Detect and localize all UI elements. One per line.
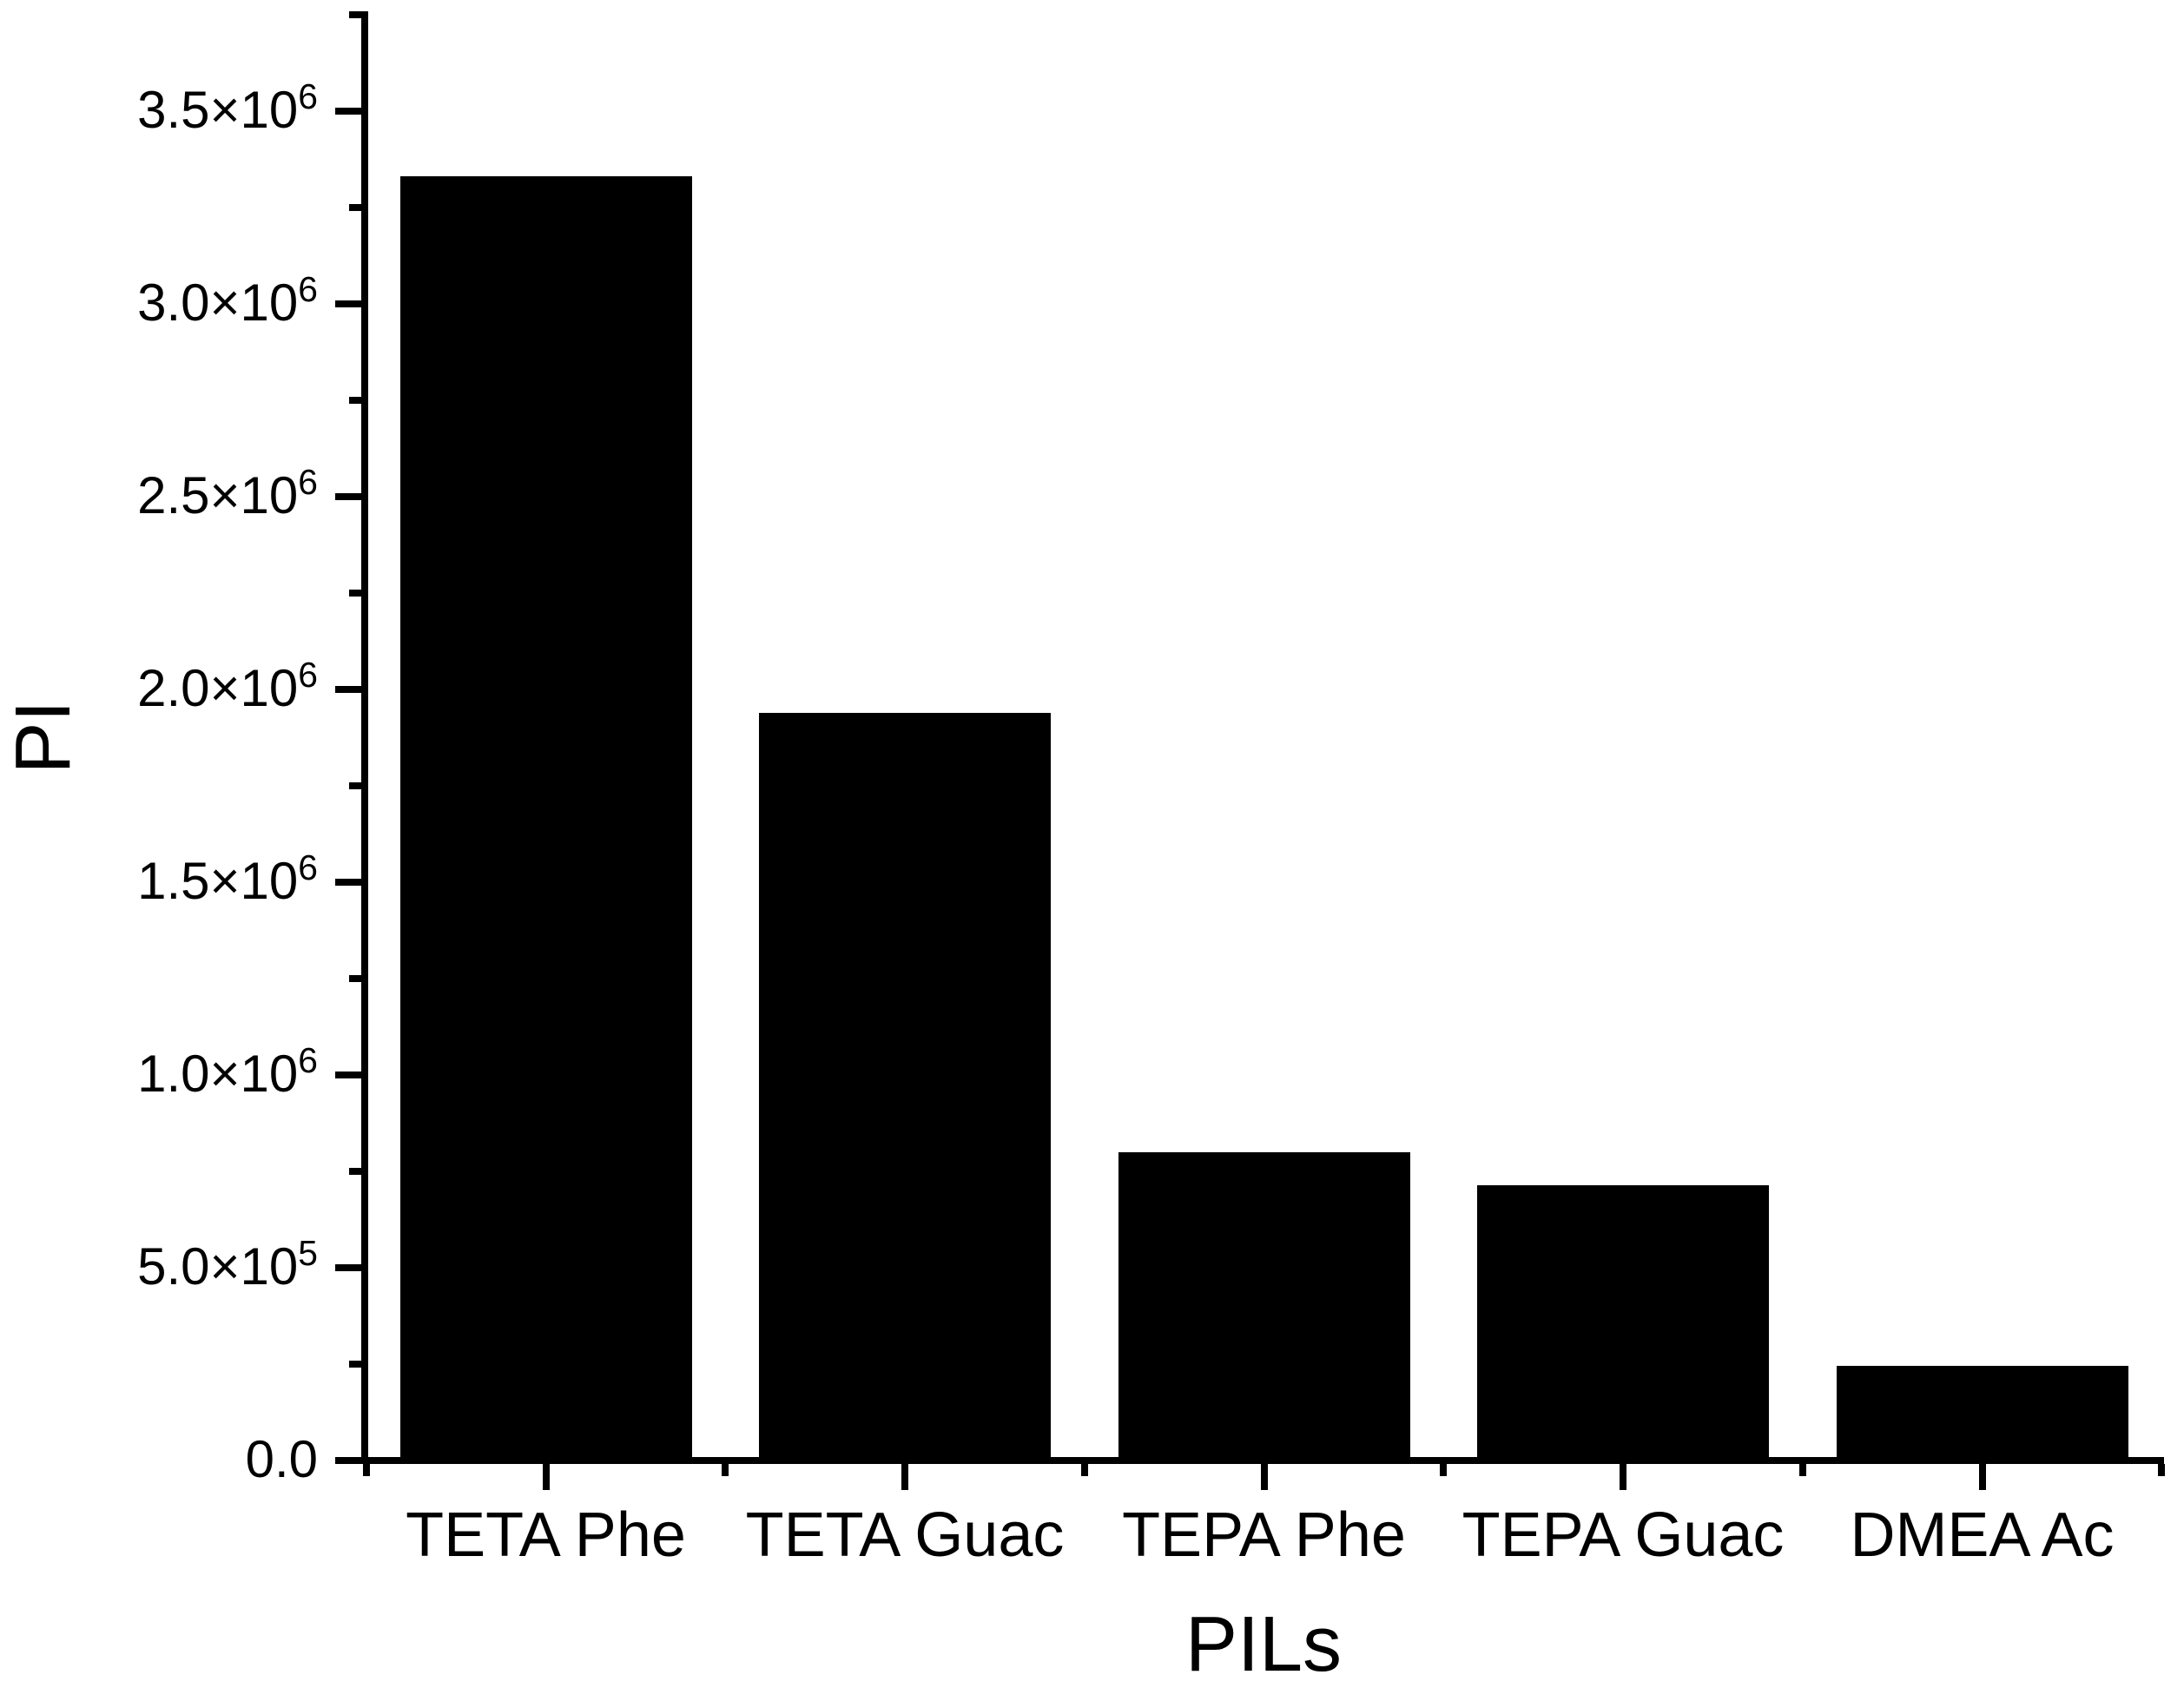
y-major-tick: [335, 108, 361, 115]
y-axis-title: PI: [0, 700, 87, 775]
y-tick-label: 0.0: [245, 1429, 318, 1488]
x-major-tick: [901, 1464, 908, 1490]
bar: [399, 176, 692, 1461]
y-minor-tick: [349, 11, 361, 18]
y-tick-label: 2.0×106: [137, 654, 318, 717]
y-tick-exponent: 6: [298, 76, 318, 116]
bar: [1836, 1366, 2128, 1461]
x-minor-tick: [1798, 1464, 1806, 1476]
bar: [1118, 1151, 1410, 1461]
category-label: TETA Phe: [406, 1500, 686, 1570]
y-tick-exponent: 6: [298, 654, 318, 695]
y-tick-label: 3.5×106: [137, 76, 318, 139]
x-major-tick: [1620, 1464, 1626, 1490]
bar: [1477, 1184, 1769, 1461]
y-major-tick: [335, 1457, 361, 1464]
y-major-tick: [335, 879, 361, 886]
y-minor-tick: [349, 975, 361, 982]
category-label: TEPA Phe: [1122, 1500, 1406, 1570]
y-tick-label: 5.0×105: [137, 1232, 318, 1296]
y-major-tick: [335, 493, 361, 500]
x-major-tick: [542, 1464, 550, 1490]
x-minor-tick: [1080, 1464, 1088, 1476]
y-major-tick: [335, 1071, 361, 1078]
x-major-tick: [1260, 1464, 1268, 1490]
y-tick-exponent: 6: [298, 461, 318, 502]
x-minor-tick: [2158, 1464, 2166, 1476]
y-tick-label: 2.5×106: [137, 461, 318, 524]
y-tick-label: 1.0×106: [137, 1039, 318, 1103]
x-minor-tick: [722, 1464, 729, 1476]
y-minor-tick: [349, 590, 361, 597]
y-major-tick: [335, 686, 361, 693]
y-minor-tick: [349, 1361, 361, 1368]
y-major-tick: [335, 1264, 361, 1271]
y-axis-line: [361, 11, 368, 1464]
y-tick-label: 1.5×106: [137, 847, 318, 910]
x-minor-tick: [1440, 1464, 1448, 1476]
y-tick-exponent: 5: [298, 1232, 318, 1273]
category-label: TEPA Guac: [1461, 1500, 1785, 1570]
y-minor-tick: [349, 204, 361, 211]
x-axis-title: PILs: [1184, 1601, 1343, 1688]
y-tick-exponent: 6: [298, 268, 318, 309]
category-label: TETA Guac: [745, 1500, 1065, 1570]
y-major-tick: [335, 300, 361, 307]
y-tick-exponent: 6: [298, 1039, 318, 1080]
y-minor-tick: [349, 397, 361, 404]
x-minor-tick: [362, 1464, 370, 1476]
y-minor-tick: [349, 782, 361, 789]
x-major-tick: [1978, 1464, 1986, 1490]
x-axis-line: [361, 1457, 2164, 1464]
y-tick-label: 3.0×106: [137, 268, 318, 332]
y-minor-tick: [349, 1168, 361, 1175]
y-tick-exponent: 6: [298, 847, 318, 887]
category-label: DMEA Ac: [1850, 1500, 2115, 1570]
bar: [759, 712, 1051, 1461]
